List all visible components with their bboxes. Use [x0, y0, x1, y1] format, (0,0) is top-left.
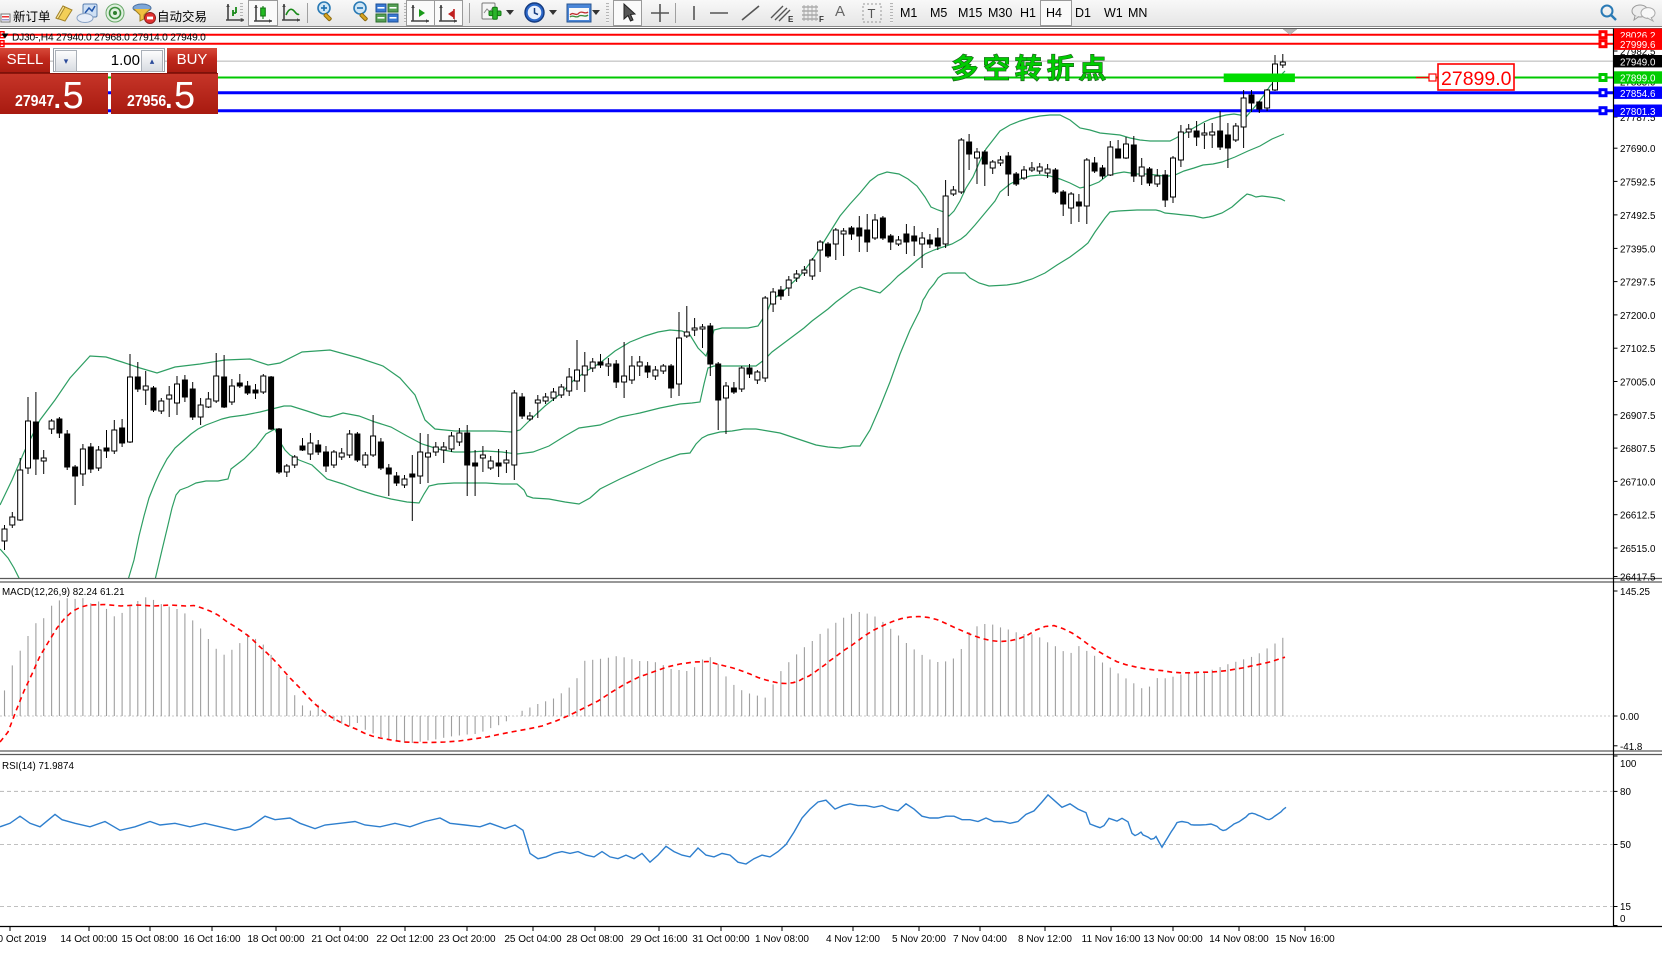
svg-text:多空转折点: 多空转折点	[951, 53, 1111, 84]
svg-text:10 Oct 2019: 10 Oct 2019	[0, 934, 47, 945]
svg-text:15: 15	[1620, 902, 1631, 913]
svg-text:7 Nov 04:00: 7 Nov 04:00	[953, 934, 1007, 945]
svg-text:28 Oct 08:00: 28 Oct 08:00	[566, 934, 624, 945]
svg-text:27854.6: 27854.6	[1620, 89, 1656, 100]
svg-text:13 Nov 00:00: 13 Nov 00:00	[1143, 934, 1203, 945]
svg-text:14 Oct 00:00: 14 Oct 00:00	[60, 934, 118, 945]
svg-text:31 Oct 00:00: 31 Oct 00:00	[692, 934, 750, 945]
svg-text:27102.5: 27102.5	[1620, 344, 1656, 355]
svg-text:18 Oct 00:00: 18 Oct 00:00	[247, 934, 305, 945]
svg-text:5 Nov 20:00: 5 Nov 20:00	[892, 934, 946, 945]
svg-text:27297.5: 27297.5	[1620, 278, 1656, 289]
svg-text:28026.2: 28026.2	[1620, 31, 1655, 42]
svg-text:1 Nov 08:00: 1 Nov 08:00	[755, 934, 809, 945]
svg-text:23 Oct 20:00: 23 Oct 20:00	[438, 934, 496, 945]
svg-text:50: 50	[1620, 840, 1631, 851]
svg-text:80: 80	[1620, 787, 1631, 798]
svg-text:27801.3: 27801.3	[1620, 107, 1656, 118]
svg-text:-41.8: -41.8	[1620, 742, 1643, 753]
svg-text:27200.0: 27200.0	[1620, 311, 1656, 322]
svg-text:26710.0: 26710.0	[1620, 477, 1656, 488]
svg-text:26907.5: 26907.5	[1620, 411, 1656, 422]
svg-text:MACD(12,26,9) 82.24 61.21: MACD(12,26,9) 82.24 61.21	[2, 587, 125, 598]
svg-text:100: 100	[1620, 759, 1637, 770]
svg-text:0.00: 0.00	[1620, 712, 1640, 723]
svg-text:27787.5: 27787.5	[1620, 113, 1656, 124]
svg-text:15 Nov 16:00: 15 Nov 16:00	[1275, 934, 1335, 945]
svg-text:25 Oct 04:00: 25 Oct 04:00	[504, 934, 562, 945]
svg-text:0: 0	[1620, 914, 1626, 925]
svg-text:22 Oct 12:00: 22 Oct 12:00	[376, 934, 434, 945]
svg-text:26417.5: 26417.5	[1620, 573, 1656, 584]
svg-text:8 Nov 12:00: 8 Nov 12:00	[1018, 934, 1072, 945]
svg-text:27690.0: 27690.0	[1620, 144, 1656, 155]
svg-text:27395.0: 27395.0	[1620, 244, 1656, 255]
svg-text:16 Oct 16:00: 16 Oct 16:00	[183, 934, 241, 945]
svg-text:14 Nov 08:00: 14 Nov 08:00	[1209, 934, 1269, 945]
svg-text:11 Nov 16:00: 11 Nov 16:00	[1082, 934, 1141, 945]
svg-text:RSI(14) 71.9874: RSI(14) 71.9874	[2, 761, 74, 772]
svg-text:29 Oct 16:00: 29 Oct 16:00	[630, 934, 688, 945]
svg-text:27592.5: 27592.5	[1620, 177, 1656, 188]
svg-text:27005.0: 27005.0	[1620, 378, 1656, 389]
svg-text:15 Oct 08:00: 15 Oct 08:00	[121, 934, 179, 945]
svg-text:27999.6: 27999.6	[1620, 40, 1656, 51]
svg-text:26515.0: 26515.0	[1620, 544, 1656, 555]
svg-text:26807.5: 26807.5	[1620, 444, 1656, 455]
svg-text:27949.0: 27949.0	[1620, 57, 1656, 68]
svg-text:DJ30-,H4 27940.0 27968.0 2791: DJ30-,H4 27940.0 27968.0 27914.0 27949.0	[12, 33, 206, 44]
svg-text:27899.0: 27899.0	[1620, 74, 1656, 85]
svg-text:F: F	[819, 15, 824, 24]
svg-text:4 Nov 12:00: 4 Nov 12:00	[826, 934, 880, 945]
svg-text:26612.5: 26612.5	[1620, 511, 1656, 522]
svg-text:27982.5: 27982.5	[1620, 47, 1656, 58]
svg-text:T: T	[868, 6, 876, 21]
svg-text:145.25: 145.25	[1620, 587, 1651, 598]
svg-text:E: E	[788, 15, 794, 24]
svg-text:21 Oct 04:00: 21 Oct 04:00	[311, 934, 369, 945]
svg-text:27492.5: 27492.5	[1620, 211, 1656, 222]
svg-text:27899.0: 27899.0	[1441, 68, 1512, 90]
